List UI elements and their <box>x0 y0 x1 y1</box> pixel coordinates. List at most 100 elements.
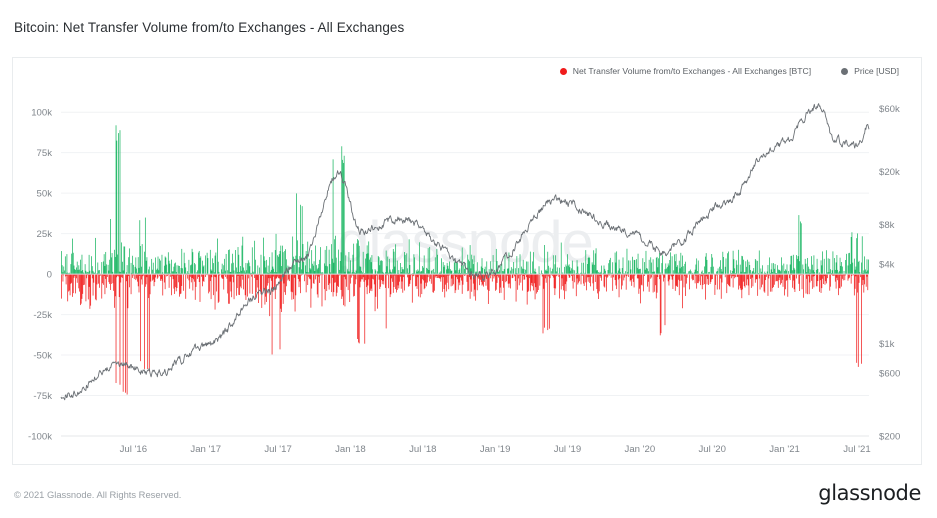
volume-bar-negative <box>549 274 551 279</box>
volume-bar-negative <box>318 274 320 277</box>
volume-bar-positive <box>736 264 738 275</box>
volume-bar-positive <box>107 264 109 275</box>
volume-bar-negative <box>864 274 865 285</box>
volume-bar-negative <box>785 274 786 290</box>
volume-bar-positive <box>644 262 645 275</box>
volume-bar-positive <box>159 258 160 275</box>
volume-bar-positive <box>585 250 587 275</box>
volume-bar-positive <box>554 264 556 275</box>
volume-bar-positive <box>722 251 724 275</box>
volume-bar-positive <box>295 255 297 275</box>
volume-bar-positive <box>612 262 614 275</box>
volume-bar-positive <box>593 250 595 275</box>
volume-bar-negative <box>838 274 839 296</box>
volume-bar-positive <box>502 271 503 275</box>
volume-bar-negative <box>214 274 216 310</box>
volume-bar-positive <box>595 248 597 275</box>
volume-bar-negative <box>265 274 267 297</box>
volume-bar-positive <box>716 271 717 275</box>
volume-bar-negative <box>426 274 427 287</box>
volume-bar-negative <box>652 274 654 293</box>
volume-bar-positive <box>496 261 498 275</box>
volume-bar-positive <box>830 273 832 275</box>
volume-bar-negative <box>408 274 410 287</box>
volume-bar-negative <box>461 274 462 281</box>
volume-bar-positive <box>263 237 264 275</box>
volume-bar-negative <box>811 274 812 281</box>
volume-bar-negative <box>839 274 841 289</box>
volume-bar-negative <box>172 274 174 280</box>
volume-bar-positive <box>423 255 425 275</box>
volume-bar-positive <box>571 268 572 275</box>
volume-bar-negative <box>600 274 602 278</box>
volume-bar-positive <box>642 258 644 275</box>
volume-bar-negative <box>692 274 694 281</box>
volume-bar-positive <box>652 259 654 275</box>
volume-bar-negative <box>360 274 362 282</box>
volume-bar-negative <box>141 274 143 285</box>
volume-bar-negative <box>429 274 431 282</box>
volume-bar-positive <box>348 252 350 275</box>
volume-bar-positive <box>299 256 301 275</box>
x-axis-tick-label: Jul '16 <box>120 444 147 455</box>
volume-bar-positive <box>75 269 76 275</box>
volume-bar-negative <box>519 274 521 276</box>
volume-bar-positive <box>426 268 428 275</box>
volume-bar-positive <box>778 270 780 275</box>
volume-bar-positive <box>297 240 298 275</box>
volume-bar-positive <box>632 256 633 275</box>
volume-bar-positive <box>446 262 448 275</box>
volume-bar-positive <box>116 140 118 275</box>
volume-bar-positive <box>532 261 534 275</box>
volume-bar-negative <box>66 274 68 276</box>
volume-bar-positive <box>212 258 214 275</box>
volume-bar-negative <box>237 274 239 276</box>
volume-bar-positive <box>681 266 682 275</box>
volume-bar-positive <box>106 264 107 275</box>
volume-bar-positive <box>254 240 256 275</box>
volume-bar-positive <box>851 232 853 275</box>
volume-bar-positive <box>370 262 372 275</box>
volume-bar-positive <box>236 267 237 275</box>
volume-bar-positive <box>456 262 458 275</box>
volume-bar-negative <box>647 274 648 287</box>
volume-bar-positive <box>332 159 334 275</box>
volume-bar-negative <box>328 274 330 290</box>
volume-bar-negative <box>492 274 494 276</box>
volume-bar-positive <box>309 268 311 275</box>
volume-bar-positive <box>347 271 349 275</box>
volume-bar-negative <box>335 274 337 297</box>
volume-bar-negative <box>754 274 756 283</box>
volume-bar-negative <box>310 274 312 308</box>
volume-bar-positive <box>396 260 398 275</box>
volume-bar-negative <box>459 274 461 286</box>
volume-bar-negative <box>475 274 477 301</box>
volume-bar-negative <box>232 274 234 283</box>
volume-bar-positive <box>367 253 369 275</box>
volume-bar-negative <box>182 274 184 291</box>
volume-bar-negative <box>400 274 401 277</box>
volume-bar-negative <box>154 274 156 283</box>
volume-bar-negative <box>404 274 405 291</box>
volume-bar-negative <box>578 274 580 283</box>
volume-bar-positive <box>834 269 836 275</box>
volume-bar-negative <box>681 274 682 281</box>
volume-bar-negative <box>359 274 361 288</box>
volume-bar-negative <box>615 274 617 286</box>
volume-bar-negative <box>83 274 84 286</box>
volume-bar-positive <box>571 260 573 275</box>
volume-bar-positive <box>98 270 99 275</box>
volume-bar-positive <box>766 271 768 275</box>
volume-bar-positive <box>152 262 154 275</box>
volume-bar-negative <box>556 274 557 277</box>
volume-bar-negative <box>109 274 111 284</box>
volume-bar-negative <box>221 274 222 278</box>
volume-bar-positive <box>76 267 77 275</box>
volume-bar-negative <box>152 274 154 280</box>
volume-bar-positive <box>185 267 187 275</box>
volume-bar-positive <box>287 265 289 275</box>
volume-bar-negative <box>517 274 519 290</box>
volume-bar-positive <box>491 269 492 275</box>
volume-bar-negative <box>206 274 208 276</box>
volume-bar-negative <box>422 274 423 280</box>
